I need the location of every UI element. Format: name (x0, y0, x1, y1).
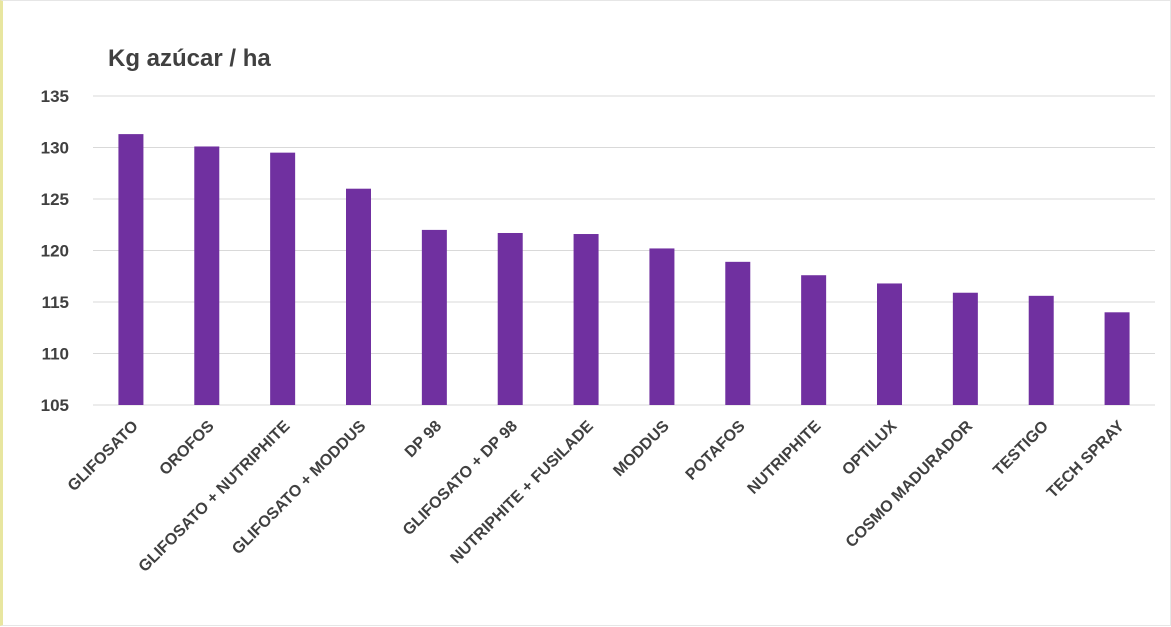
bar-12 (952, 292, 978, 405)
y-tick-label: 135 (41, 87, 69, 106)
x-category-label: GLIFOSATO + NUTRIPHITE (136, 418, 294, 576)
bar-8 (649, 248, 675, 405)
chart-title: Kg azúcar / ha (108, 45, 271, 72)
bar-9 (725, 261, 751, 405)
bar-1 (118, 134, 144, 406)
bar-11 (877, 283, 902, 405)
x-category-label: TECH SPRAY (1044, 418, 1128, 502)
x-category-label: DP 98 (402, 418, 445, 461)
bar-3 (270, 152, 296, 405)
x-category-label: GLIFOSATO + MODDUS (229, 418, 369, 558)
x-category-label: COSMO MADURADOR (843, 417, 977, 551)
x-category-label: TESTIGO (990, 418, 1052, 480)
y-axis-tick-labels: 105 110 115 120 125 130 135 (41, 87, 69, 415)
x-category-label: NUTRIPHITE (745, 418, 825, 498)
bar-10 (801, 275, 827, 405)
y-tick-label: 125 (41, 190, 69, 209)
y-tick-label: 110 (42, 345, 69, 364)
x-category-label: POTAFOS (683, 418, 749, 484)
bar-7 (573, 234, 599, 405)
bar-5 (421, 229, 447, 405)
y-tick-label: 120 (41, 242, 69, 261)
x-category-label: GLIFOSATO (65, 418, 142, 495)
bar-14 (1104, 312, 1130, 405)
y-tick-label: 115 (42, 293, 69, 312)
gridlines (93, 95, 1155, 406)
x-category-label: MODDUS (610, 418, 673, 481)
bar-4 (346, 188, 371, 405)
x-category-label: OPTILUX (839, 418, 900, 479)
bar-chart: Kg azúcar / ha 105 110 115 120 125 130 135 GLI… (41, 45, 1155, 576)
bar-13 (1028, 295, 1054, 405)
bar-6 (497, 232, 523, 405)
y-tick-label: 130 (41, 139, 69, 158)
x-category-label: OROFOS (157, 418, 218, 479)
y-tick-label: 105 (41, 396, 69, 415)
bar-2 (194, 146, 220, 405)
bars (118, 134, 1130, 406)
x-category-label: NUTRIPHITE + FUSILADE (448, 418, 598, 568)
